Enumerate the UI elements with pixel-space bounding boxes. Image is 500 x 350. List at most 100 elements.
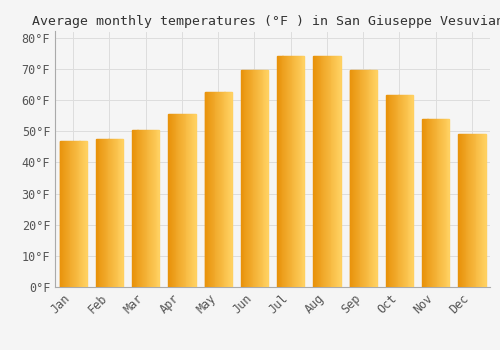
Bar [396, 95, 398, 287]
Bar [60, 141, 62, 287]
Bar [241, 70, 242, 287]
Bar [70, 141, 72, 287]
Bar [484, 134, 486, 287]
Bar [221, 92, 222, 287]
Bar [65, 141, 66, 287]
Bar [440, 119, 441, 287]
Bar [116, 139, 117, 287]
Bar [318, 56, 320, 287]
Bar [280, 56, 281, 287]
Bar [370, 70, 372, 287]
Bar [391, 95, 392, 287]
Bar [64, 141, 65, 287]
Bar [483, 134, 484, 287]
Bar [247, 70, 248, 287]
Bar [354, 70, 355, 287]
Bar [192, 114, 193, 287]
Bar [218, 92, 219, 287]
Bar [404, 95, 405, 287]
Bar [75, 141, 76, 287]
Bar [110, 139, 111, 287]
Bar [260, 70, 261, 287]
Bar [460, 134, 461, 287]
Bar [229, 92, 230, 287]
Bar [458, 134, 459, 287]
Bar [352, 70, 353, 287]
Bar [393, 95, 394, 287]
Bar [443, 119, 444, 287]
Bar [248, 70, 249, 287]
Bar [326, 56, 327, 287]
Bar [446, 119, 448, 287]
Bar [118, 139, 120, 287]
Bar [469, 134, 470, 287]
Bar [368, 70, 370, 287]
Bar [204, 92, 206, 287]
Bar [398, 95, 400, 287]
Bar [411, 95, 412, 287]
Bar [320, 56, 322, 287]
Bar [178, 114, 179, 287]
Bar [279, 56, 280, 287]
Bar [296, 56, 297, 287]
Bar [226, 92, 227, 287]
Bar [144, 130, 146, 287]
Bar [363, 70, 364, 287]
Bar [84, 141, 85, 287]
Bar [148, 130, 150, 287]
Bar [150, 130, 151, 287]
Bar [355, 70, 356, 287]
Bar [158, 130, 160, 287]
Bar [244, 70, 246, 287]
Bar [85, 141, 86, 287]
Bar [386, 95, 388, 287]
Bar [394, 95, 395, 287]
Bar [299, 56, 300, 287]
Bar [151, 130, 152, 287]
Bar [406, 95, 408, 287]
Bar [188, 114, 189, 287]
Bar [264, 70, 266, 287]
Bar [364, 70, 365, 287]
Bar [422, 119, 423, 287]
Bar [372, 70, 373, 287]
Bar [481, 134, 482, 287]
Bar [295, 56, 296, 287]
Bar [479, 134, 480, 287]
Bar [365, 70, 366, 287]
Bar [438, 119, 440, 287]
Bar [98, 139, 100, 287]
Bar [325, 56, 326, 287]
Bar [189, 114, 190, 287]
Bar [402, 95, 403, 287]
Bar [356, 70, 357, 287]
Bar [83, 141, 84, 287]
Bar [210, 92, 211, 287]
Bar [257, 70, 258, 287]
Bar [72, 141, 73, 287]
Bar [66, 141, 67, 287]
Bar [246, 70, 247, 287]
Bar [405, 95, 406, 287]
Bar [181, 114, 182, 287]
Bar [265, 70, 266, 287]
Bar [104, 139, 105, 287]
Bar [288, 56, 289, 287]
Bar [433, 119, 434, 287]
Bar [80, 141, 82, 287]
Bar [442, 119, 443, 287]
Bar [76, 141, 77, 287]
Bar [350, 70, 352, 287]
Bar [472, 134, 473, 287]
Bar [466, 134, 468, 287]
Bar [219, 92, 220, 287]
Bar [74, 141, 75, 287]
Bar [111, 139, 112, 287]
Bar [252, 70, 254, 287]
Bar [282, 56, 284, 287]
Bar [212, 92, 214, 287]
Bar [211, 92, 212, 287]
Bar [135, 130, 136, 287]
Bar [156, 130, 158, 287]
Bar [171, 114, 172, 287]
